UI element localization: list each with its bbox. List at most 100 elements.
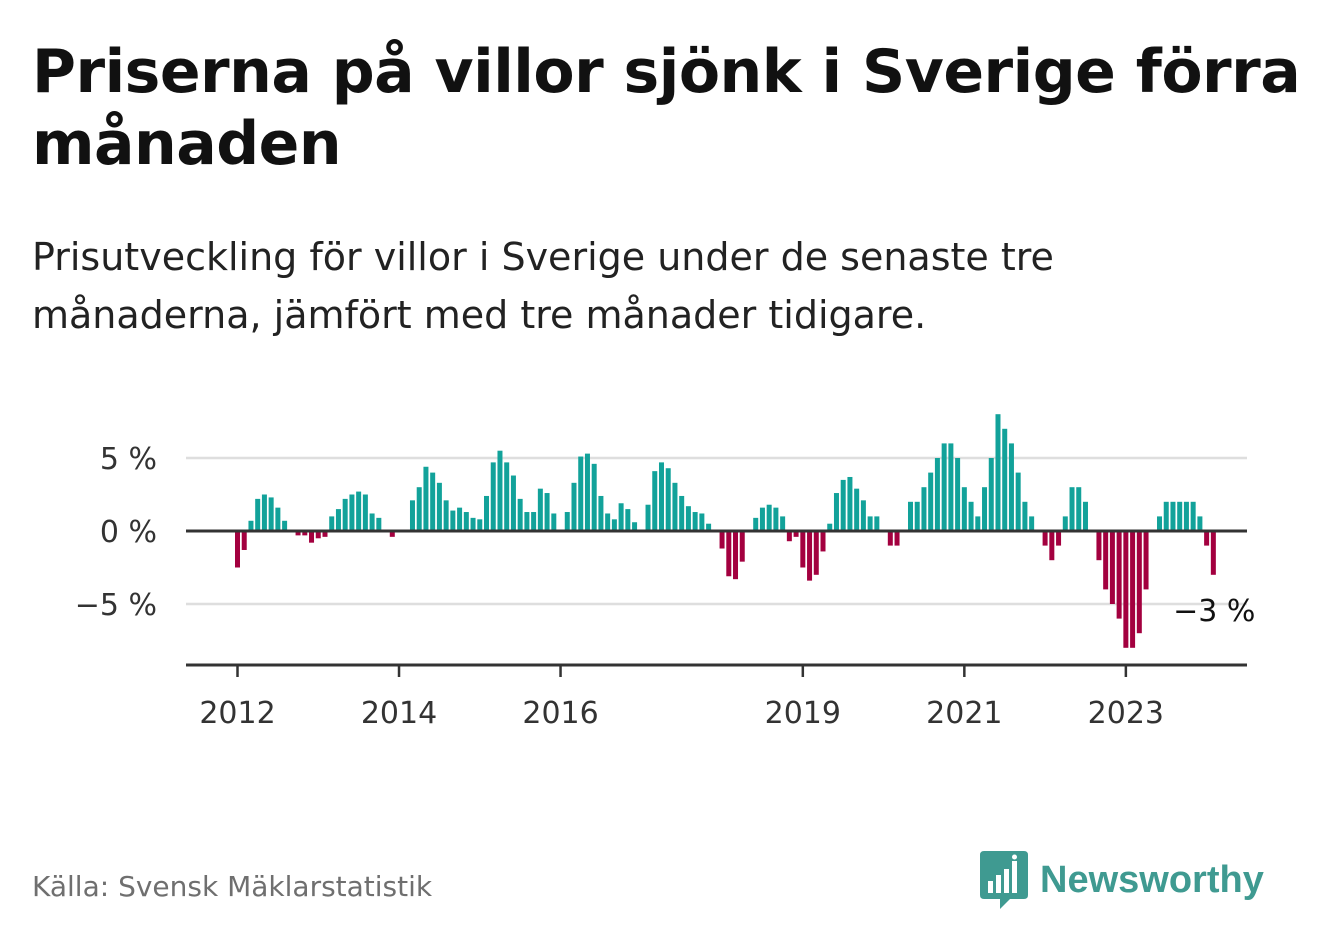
- bar: [753, 517, 759, 531]
- bar-chart-speech-bubble-icon: [980, 851, 1028, 909]
- bar: [1076, 487, 1082, 531]
- bar: [827, 523, 833, 531]
- bar: [706, 523, 712, 531]
- bar: [719, 531, 725, 549]
- bar: [430, 472, 436, 531]
- bar: [672, 482, 678, 531]
- bar: [436, 482, 442, 531]
- bar: [335, 509, 341, 531]
- bar: [1143, 531, 1149, 590]
- bar: [699, 513, 705, 531]
- bars: [235, 414, 1216, 648]
- bar: [578, 456, 584, 531]
- bar: [975, 516, 981, 531]
- bar: [510, 475, 516, 531]
- bar: [968, 501, 974, 531]
- bar: [544, 493, 550, 531]
- bar: [362, 494, 368, 531]
- bar: [255, 498, 261, 531]
- bar: [537, 488, 543, 531]
- x-tick-label: 2014: [361, 696, 437, 731]
- x-tick-label: 2021: [926, 696, 1002, 731]
- x-tick-label: 2023: [1088, 696, 1164, 731]
- bar: [1177, 501, 1183, 531]
- bar: [282, 520, 288, 531]
- bar: [887, 531, 893, 546]
- bar: [342, 498, 348, 531]
- bar: [423, 466, 429, 531]
- bar: [618, 503, 624, 531]
- bar: [820, 531, 826, 552]
- bar: [295, 531, 301, 536]
- bar: [800, 531, 806, 568]
- bar: [1170, 501, 1176, 531]
- bar: [1008, 443, 1014, 531]
- bar: [389, 531, 395, 537]
- bar: [349, 494, 355, 531]
- x-tick-label: 2019: [765, 696, 841, 731]
- bar: [457, 507, 463, 531]
- bar: [928, 472, 934, 531]
- bar: [463, 512, 469, 531]
- bar: [726, 531, 732, 577]
- bar: [524, 512, 530, 531]
- bar: [470, 517, 476, 531]
- bar: [1163, 501, 1169, 531]
- bar: [611, 519, 617, 531]
- bar: [409, 500, 415, 531]
- brand-logo[interactable]: Newsworthy: [980, 850, 1264, 910]
- bar: [1136, 531, 1142, 634]
- bar: [894, 531, 900, 546]
- x-tick-label: 2012: [199, 696, 275, 731]
- bar: [982, 487, 988, 531]
- bar: [766, 504, 772, 531]
- bar: [1197, 516, 1203, 531]
- bar: [854, 488, 860, 531]
- bar: [322, 531, 328, 537]
- bar: [780, 516, 786, 531]
- bar: [315, 531, 321, 539]
- bar: [564, 512, 570, 531]
- bar: [605, 513, 611, 531]
- bar: [598, 495, 604, 531]
- bar: [302, 531, 308, 536]
- bar: [995, 414, 1001, 531]
- bar: [988, 458, 994, 531]
- bar: [759, 507, 765, 531]
- y-tick-label: 0 %: [100, 515, 157, 550]
- bar: [477, 519, 483, 531]
- bar: [356, 491, 362, 531]
- bar: [1103, 531, 1109, 590]
- bar: [786, 531, 792, 542]
- axes: [186, 529, 1247, 677]
- bar: [261, 494, 267, 531]
- bar: [1157, 516, 1163, 531]
- bar: [1042, 531, 1048, 546]
- bar: [921, 487, 927, 531]
- bar: [416, 487, 422, 531]
- bar: [961, 487, 967, 531]
- bar: [645, 504, 651, 531]
- bar: [739, 531, 745, 562]
- bar: [241, 531, 247, 550]
- bar: [1123, 531, 1129, 648]
- bar: [517, 498, 523, 531]
- bar: [1015, 472, 1021, 531]
- bar: [1049, 531, 1055, 561]
- bar: [807, 531, 813, 581]
- bar: [833, 493, 839, 531]
- bar: [860, 500, 866, 531]
- bar: [813, 531, 819, 575]
- bar: [652, 471, 658, 531]
- bar: [1056, 531, 1062, 546]
- bar: [914, 501, 920, 531]
- bar: [571, 482, 577, 531]
- bar: [955, 458, 961, 531]
- bar: [874, 516, 880, 531]
- gridlines: [186, 456, 1247, 606]
- bar: [685, 506, 691, 531]
- bar: [679, 495, 685, 531]
- source-note: Källa: Svensk Mäklarstatistik: [32, 870, 433, 903]
- bar: [1002, 428, 1008, 531]
- bar: [450, 510, 456, 531]
